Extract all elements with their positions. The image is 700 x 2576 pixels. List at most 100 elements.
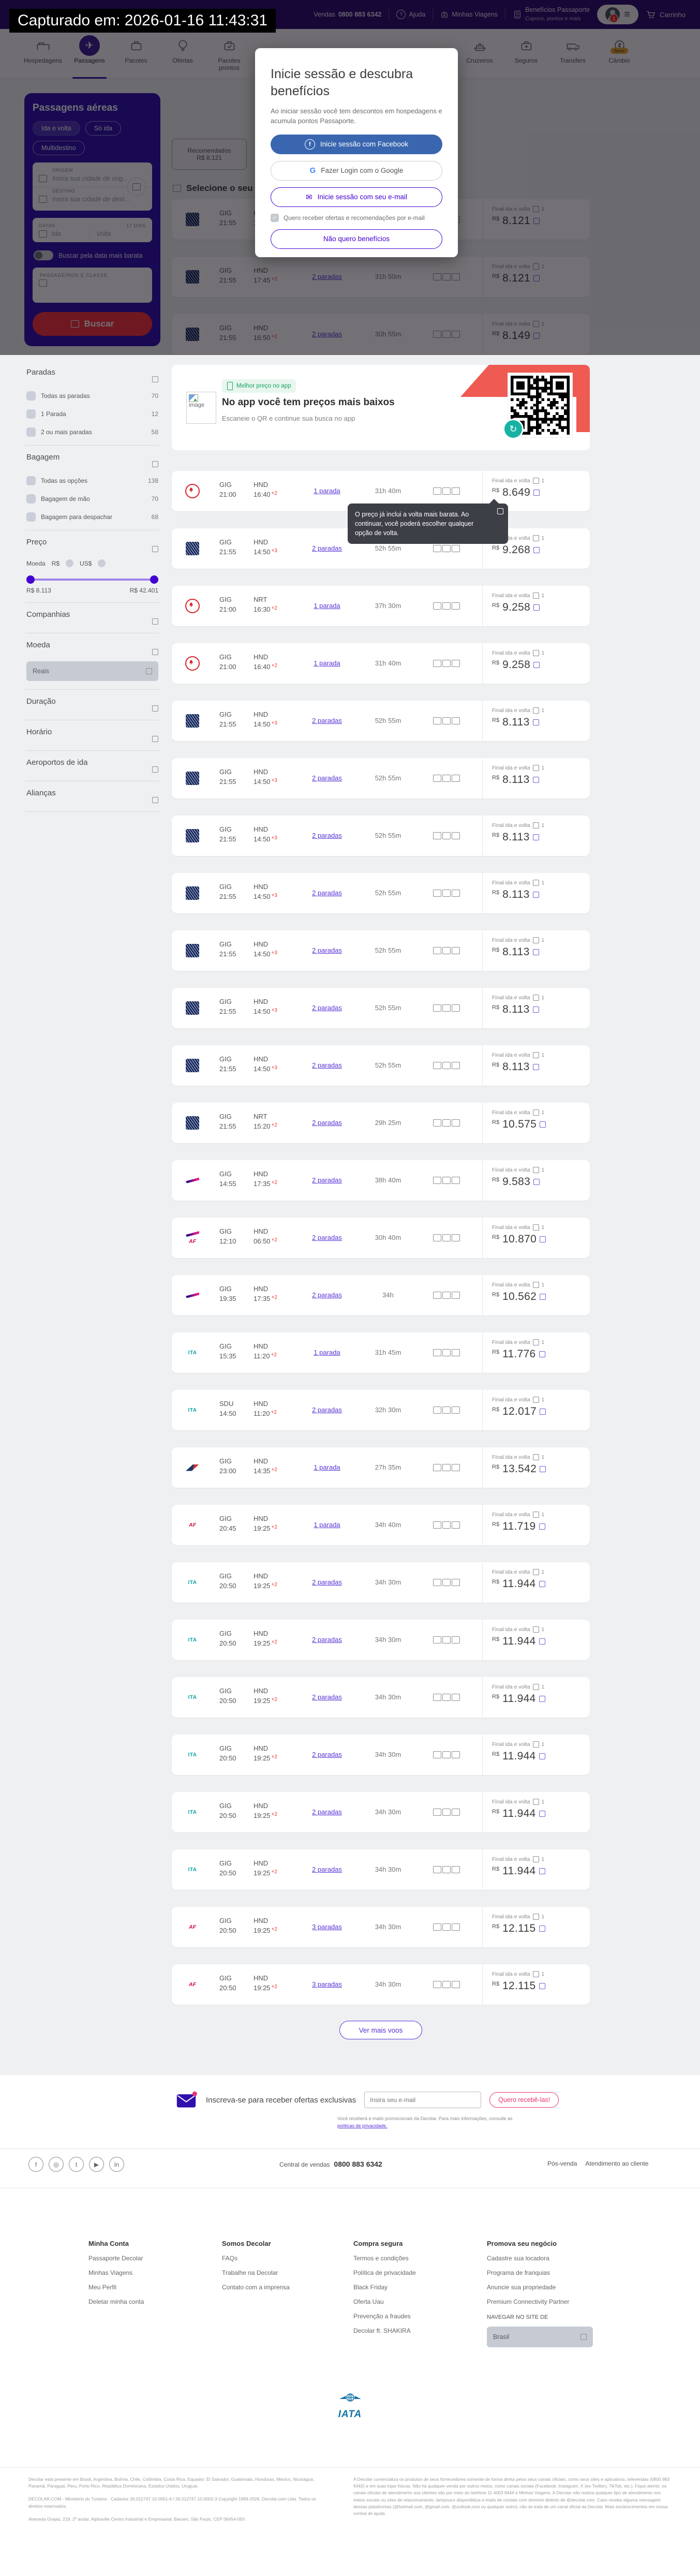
footer-link-termos-e-condicoes[interactable]: Termos e condições	[353, 2255, 409, 2262]
price-info-icon[interactable]	[539, 1581, 545, 1587]
footer-link-cadastre-sua-locadora[interactable]: Cadastre sua locadora	[487, 2255, 549, 2262]
google-login-button[interactable]: G Fazer Login com o Google	[271, 160, 442, 181]
stops-link[interactable]: 2 paradas	[312, 1061, 342, 1069]
flight-card[interactable]: ITA SDU 14:50 HND 11:20 +2 2 paradas 32h 30…	[172, 1390, 590, 1430]
flight-card[interactable]: ITA GIG 20:50 HND 19:25 +2 2 paradas 34h 30…	[172, 1735, 590, 1775]
chevron-icon[interactable]	[152, 736, 158, 742]
flight-card[interactable]: GIG 21:55 HND 14:50 +3 2 paradas 52h 55m Fi…	[172, 816, 590, 856]
flight-card[interactable]: ITA GIG 20:50 HND 19:25 +2 2 paradas 34h 30…	[172, 1677, 590, 1718]
flight-card[interactable]: ITA GIG 20:50 HND 19:25 +2 2 paradas 34h 30…	[172, 1562, 590, 1603]
price-info-icon[interactable]	[539, 1696, 545, 1702]
flight-card[interactable]: ITA GIG 20:50 HND 19:25 +2 2 paradas 34h 30…	[172, 1620, 590, 1660]
stops-link[interactable]: 1 parada	[314, 1521, 340, 1529]
price-info-icon[interactable]	[533, 490, 540, 496]
filter-option-1-parada[interactable]: 1 Parada 12	[26, 409, 158, 419]
price-slider-min-handle[interactable]	[26, 575, 35, 584]
currency-radio-us-[interactable]	[98, 559, 106, 567]
currency-radio-r-[interactable]	[66, 559, 74, 567]
footer-link-deletar-minha-conta[interactable]: Deletar minha conta	[88, 2298, 144, 2305]
footer-link-oferta-uau[interactable]: Oferta Uau	[353, 2298, 384, 2305]
chevron-icon[interactable]	[152, 797, 158, 803]
filter-option-todas-as-opcoes[interactable]: Todas as opções 138	[26, 476, 158, 485]
price-info-icon[interactable]	[532, 777, 539, 783]
price-info-icon[interactable]	[539, 1926, 545, 1932]
price-info-icon[interactable]	[540, 1236, 546, 1242]
decline-benefits-button[interactable]: Não quero benefícios	[271, 229, 442, 249]
footer-link-programa-de-franquias[interactable]: Programa de franquias	[487, 2269, 550, 2276]
price-info-icon[interactable]	[540, 1121, 546, 1128]
checkbox[interactable]	[26, 409, 36, 419]
facebook-icon[interactable]: f	[28, 2157, 43, 2172]
stops-link[interactable]: 2 paradas	[312, 1406, 342, 1414]
newsletter-email-input[interactable]	[364, 2092, 482, 2108]
footer-link-decolar-ft-shakira[interactable]: Decolar ft. SHAKIRA	[353, 2327, 411, 2334]
stops-link[interactable]: 1 parada	[314, 1349, 340, 1356]
stops-link[interactable]: 2 paradas	[312, 1578, 342, 1586]
flight-card[interactable]: AF GIG 20:50 HND 19:25 +2 3 paradas 34h 30m…	[172, 1964, 590, 2005]
filter-option-bagagem-de-mao[interactable]: Bagagem de mão 70	[26, 494, 158, 504]
checkbox[interactable]	[26, 512, 36, 522]
footer-link-passaporte-decolar[interactable]: Passaporte Decolar	[88, 2255, 143, 2262]
youtube-icon[interactable]: ▶	[89, 2157, 104, 2172]
currency-select[interactable]: Reais	[26, 661, 158, 681]
flight-card[interactable]: ITA GIG 15:35 HND 11:20 +2 1 parada 31h 45m…	[172, 1333, 590, 1373]
flight-card[interactable]: GIG 14:55 HND 17:35 +2 2 paradas 38h 40m Fi…	[172, 1160, 590, 1201]
stops-link[interactable]: 2 paradas	[312, 1176, 342, 1184]
flight-card[interactable]: AF GIG 20:50 HND 19:25 +2 3 paradas 34h 30m…	[172, 1907, 590, 1947]
checkbox[interactable]	[26, 494, 36, 504]
flight-card[interactable]: GIG 21:55 HND 14:50 +3 2 paradas 52h 55m Fi…	[172, 988, 590, 1028]
facebook-login-button[interactable]: f Inicie sessão com Facebook	[271, 134, 442, 154]
price-info-icon[interactable]	[532, 719, 539, 726]
chevron-icon[interactable]	[152, 546, 158, 552]
flight-card[interactable]: GIG 21:55 HND 14:50 +3 2 paradas 52h 55m Fi…	[172, 930, 590, 971]
stops-link[interactable]: 2 paradas	[312, 1866, 342, 1873]
twitter-icon[interactable]: t	[69, 2157, 84, 2172]
stops-link[interactable]: 2 paradas	[312, 1119, 342, 1127]
price-info-icon[interactable]	[533, 604, 540, 611]
flight-card[interactable]: GIG 21:55 HND 14:50 +3 2 paradas 52h 55m Fi…	[172, 701, 590, 741]
stops-link[interactable]: 1 parada	[314, 602, 340, 610]
flight-card[interactable]: AF GIG 12:10 HND 06:50 +2 2 paradas 30h 40m…	[172, 1218, 590, 1258]
price-info-icon[interactable]	[532, 834, 539, 840]
instagram-icon[interactable]: ◎	[49, 2157, 64, 2172]
filter-option-2-ou-mais-paradas[interactable]: 2 ou mais paradas 58	[26, 427, 158, 437]
price-info-icon[interactable]	[533, 547, 540, 553]
price-info-icon[interactable]	[539, 1753, 545, 1759]
footer-link-trabalhe-na-decolar[interactable]: Trabalhe na Decolar	[222, 2269, 278, 2276]
price-info-icon[interactable]	[532, 1006, 539, 1013]
price-info-icon[interactable]	[532, 1064, 539, 1070]
price-info-icon[interactable]	[539, 1811, 545, 1817]
flight-card[interactable]: GIG 21:55 HND 14:50 +3 2 paradas 52h 55m Fi…	[172, 1045, 590, 1086]
stops-link[interactable]: 2 paradas	[312, 544, 342, 552]
footer-link-contato-com-a-imprensa[interactable]: Contato com a imprensa	[222, 2284, 290, 2291]
stops-link[interactable]: 2 paradas	[312, 889, 342, 897]
checkbox[interactable]	[26, 476, 36, 485]
stops-link[interactable]: 1 parada	[314, 1463, 340, 1471]
stops-link[interactable]: 2 paradas	[312, 1234, 342, 1241]
chevron-icon[interactable]	[152, 376, 158, 382]
offers-checkbox[interactable]: ✓	[271, 213, 279, 222]
filter-option-bagagem-para-despachar[interactable]: Bagagem para despachar 68	[26, 512, 158, 522]
stops-link[interactable]: 2 paradas	[312, 946, 342, 954]
price-info-icon[interactable]	[539, 1983, 545, 1989]
stops-link[interactable]: 1 parada	[314, 487, 340, 495]
price-info-icon[interactable]	[539, 1523, 545, 1530]
flight-card[interactable]: GIG 23:00 HND 14:35 +2 1 parada 27h 35m Fin…	[172, 1447, 590, 1488]
stops-link[interactable]: 2 paradas	[312, 1004, 342, 1012]
linkedin-icon[interactable]: in	[109, 2157, 124, 2172]
stops-link[interactable]: 2 paradas	[312, 1751, 342, 1758]
price-info-icon[interactable]	[532, 949, 539, 955]
stops-link[interactable]: 3 paradas	[312, 1923, 342, 1931]
chevron-icon[interactable]	[152, 461, 158, 467]
footer-link-anuncie-sua-propriedade[interactable]: Anuncie sua propriedade	[487, 2284, 556, 2291]
flight-card[interactable]: GIG 21:55 HND 14:50 +3 2 paradas 52h 55m Fi…	[172, 758, 590, 798]
price-info-icon[interactable]	[540, 1294, 546, 1300]
price-slider-max-handle[interactable]	[150, 575, 158, 584]
footer-link-minhas-viagens[interactable]: Minhas Viagens	[88, 2269, 133, 2276]
stops-link[interactable]: 2 paradas	[312, 1693, 342, 1701]
flight-card[interactable]: GIG 21:00 HND 16:40 +2 1 parada 31h 40m Fin…	[172, 643, 590, 684]
chevron-icon[interactable]	[152, 705, 158, 712]
footer-link-politica-de-privacidade[interactable]: Política de privacidade	[353, 2269, 416, 2276]
checkbox[interactable]	[26, 427, 36, 437]
customer-service-link[interactable]: Atendimento ao cliente	[585, 2160, 649, 2167]
